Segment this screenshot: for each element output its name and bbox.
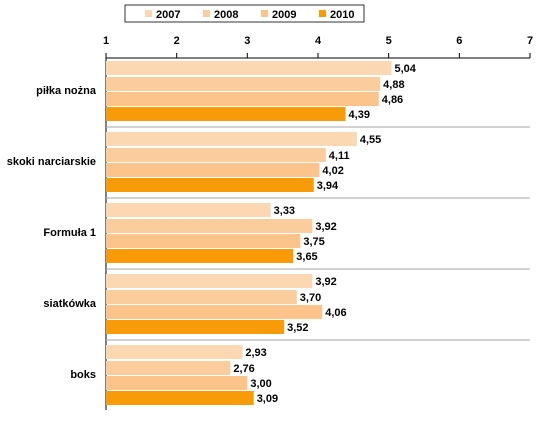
legend-label-2007: 2007 — [156, 9, 180, 21]
legend-box — [124, 4, 365, 23]
x-tick-label-4: 4 — [315, 35, 322, 47]
data-label-2009: 3,75 — [303, 236, 324, 248]
data-label-2007: 4,55 — [360, 134, 381, 146]
bar-2010 — [106, 249, 294, 263]
bar-2008 — [106, 361, 231, 375]
data-label-2008: 2,76 — [233, 363, 254, 375]
bar-2010 — [106, 107, 346, 121]
x-tick-label-2: 2 — [174, 35, 180, 47]
bar-2007 — [106, 345, 243, 359]
data-label-2010: 3,52 — [287, 322, 308, 334]
data-label-2010: 3,09 — [257, 393, 278, 405]
legend-label-2008: 2008 — [214, 9, 238, 21]
bar-2007 — [106, 203, 271, 217]
legend-swatch-2007 — [145, 10, 152, 17]
bar-2009 — [106, 305, 323, 319]
x-tick-label-3: 3 — [244, 35, 250, 47]
bar-2009 — [106, 92, 379, 106]
data-label-2010: 3,65 — [296, 251, 317, 263]
legend-swatch-2010 — [319, 10, 326, 17]
data-label-2009: 4,02 — [322, 165, 343, 177]
data-label-2008: 4,88 — [383, 79, 404, 91]
bar-2008 — [106, 148, 326, 162]
bar-2010 — [106, 320, 285, 334]
data-label-2007: 3,33 — [274, 205, 295, 217]
bar-2008 — [106, 219, 313, 233]
bar-2009 — [106, 234, 301, 248]
bar-2008 — [106, 77, 381, 91]
bar-2010 — [106, 391, 254, 405]
category-label: piłka nożna — [36, 85, 97, 97]
category-label: skoki narciarskie — [7, 156, 96, 168]
bar-2007 — [106, 61, 392, 75]
bar-2007 — [106, 132, 357, 146]
data-label-2008: 3,70 — [300, 292, 321, 304]
data-label-2007: 5,04 — [394, 63, 416, 75]
data-label-2009: 4,86 — [382, 94, 403, 106]
category-label: boks — [70, 369, 96, 381]
category-label: siatkówka — [43, 298, 96, 310]
legend-label-2010: 2010 — [330, 9, 354, 21]
legend-label-2009: 2009 — [272, 9, 296, 21]
x-tick-label-1: 1 — [103, 35, 109, 47]
bar-2007 — [106, 274, 313, 288]
data-label-2010: 3,94 — [317, 180, 339, 192]
bar-2009 — [106, 163, 320, 177]
bar-2008 — [106, 290, 297, 304]
data-label-2009: 3,00 — [250, 378, 271, 390]
data-label-2007: 3,92 — [315, 276, 336, 288]
x-tick-label-5: 5 — [386, 35, 392, 47]
legend-swatch-2008 — [203, 10, 210, 17]
legend-swatch-2009 — [261, 10, 268, 17]
x-tick-label-7: 7 — [527, 35, 533, 47]
x-tick-label-6: 6 — [456, 35, 462, 47]
data-label-2009: 4,06 — [325, 307, 346, 319]
data-label-2008: 3,92 — [315, 221, 336, 233]
category-label: Formuła 1 — [43, 227, 96, 239]
data-label-2008: 4,11 — [329, 150, 350, 162]
data-label-2007: 2,93 — [245, 347, 266, 359]
bar-2009 — [106, 376, 248, 390]
bar-2010 — [106, 178, 314, 192]
data-label-2010: 4,39 — [349, 109, 370, 121]
